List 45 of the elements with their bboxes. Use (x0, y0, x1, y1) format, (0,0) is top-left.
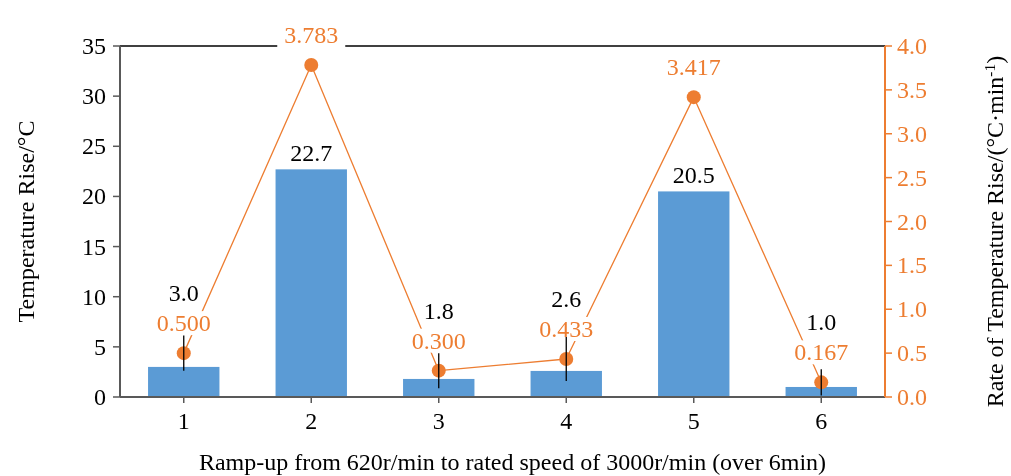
y2-tick-label: 3.5 (897, 76, 927, 103)
y2-tick-label: 1.5 (897, 252, 927, 279)
data-label: 1.0 (806, 309, 837, 336)
data-label: 0.300 (411, 327, 466, 354)
data-label: 3.417 (666, 54, 721, 81)
y2-tick-label: 2.5 (897, 164, 927, 191)
bar (530, 370, 602, 397)
x-tick-label: 2 (305, 408, 318, 434)
y-tick-label: 35 (82, 33, 106, 59)
y2-tick-label: 4.0 (897, 33, 927, 59)
x-tick-label: 4 (560, 408, 573, 434)
data-label: 0.433 (539, 316, 594, 342)
y-axis-title: Temperature Rise/°C (13, 120, 39, 323)
data-label: 1.8 (423, 297, 454, 324)
data-label: 3.0 (168, 280, 199, 307)
y-tick-label: 10 (82, 283, 106, 310)
x-tick-label: 3 (432, 408, 445, 434)
point (176, 346, 191, 361)
x-tick-label: 5 (687, 408, 700, 434)
data-label: 3.783 (284, 22, 339, 49)
y-tick-label: 0 (94, 384, 106, 410)
data-label: 0.167 (794, 339, 849, 366)
y2-tick-label: 1.0 (897, 296, 927, 323)
bar (658, 191, 730, 397)
data-label: 2.6 (551, 286, 582, 312)
y-tick-label: 25 (82, 133, 106, 160)
y2-tick-label: 3.0 (897, 120, 927, 147)
data-label: 0.500 (156, 310, 211, 337)
y-tick-label: 20 (82, 183, 106, 210)
data-label: 22.7 (290, 140, 333, 167)
point (304, 58, 319, 73)
bar (148, 366, 220, 397)
bar (403, 378, 475, 397)
x-axis-title: Ramp-up from 620r/min to rated speed of 3000r/min (over 6min) (198, 449, 827, 475)
x-tick-label: 1 (177, 408, 190, 434)
point (686, 90, 701, 105)
y-tick-label: 15 (82, 233, 106, 260)
y-tick-label: 30 (82, 83, 106, 110)
y2-tick-label: 0.5 (897, 340, 927, 367)
x-tick-label: 6 (815, 408, 828, 434)
y-tick-label: 5 (94, 333, 106, 360)
bar (275, 169, 347, 397)
y2-tick-label: 0.0 (897, 384, 927, 410)
data-label: 20.5 (672, 162, 715, 189)
y2-tick-label: 2.0 (897, 208, 927, 235)
